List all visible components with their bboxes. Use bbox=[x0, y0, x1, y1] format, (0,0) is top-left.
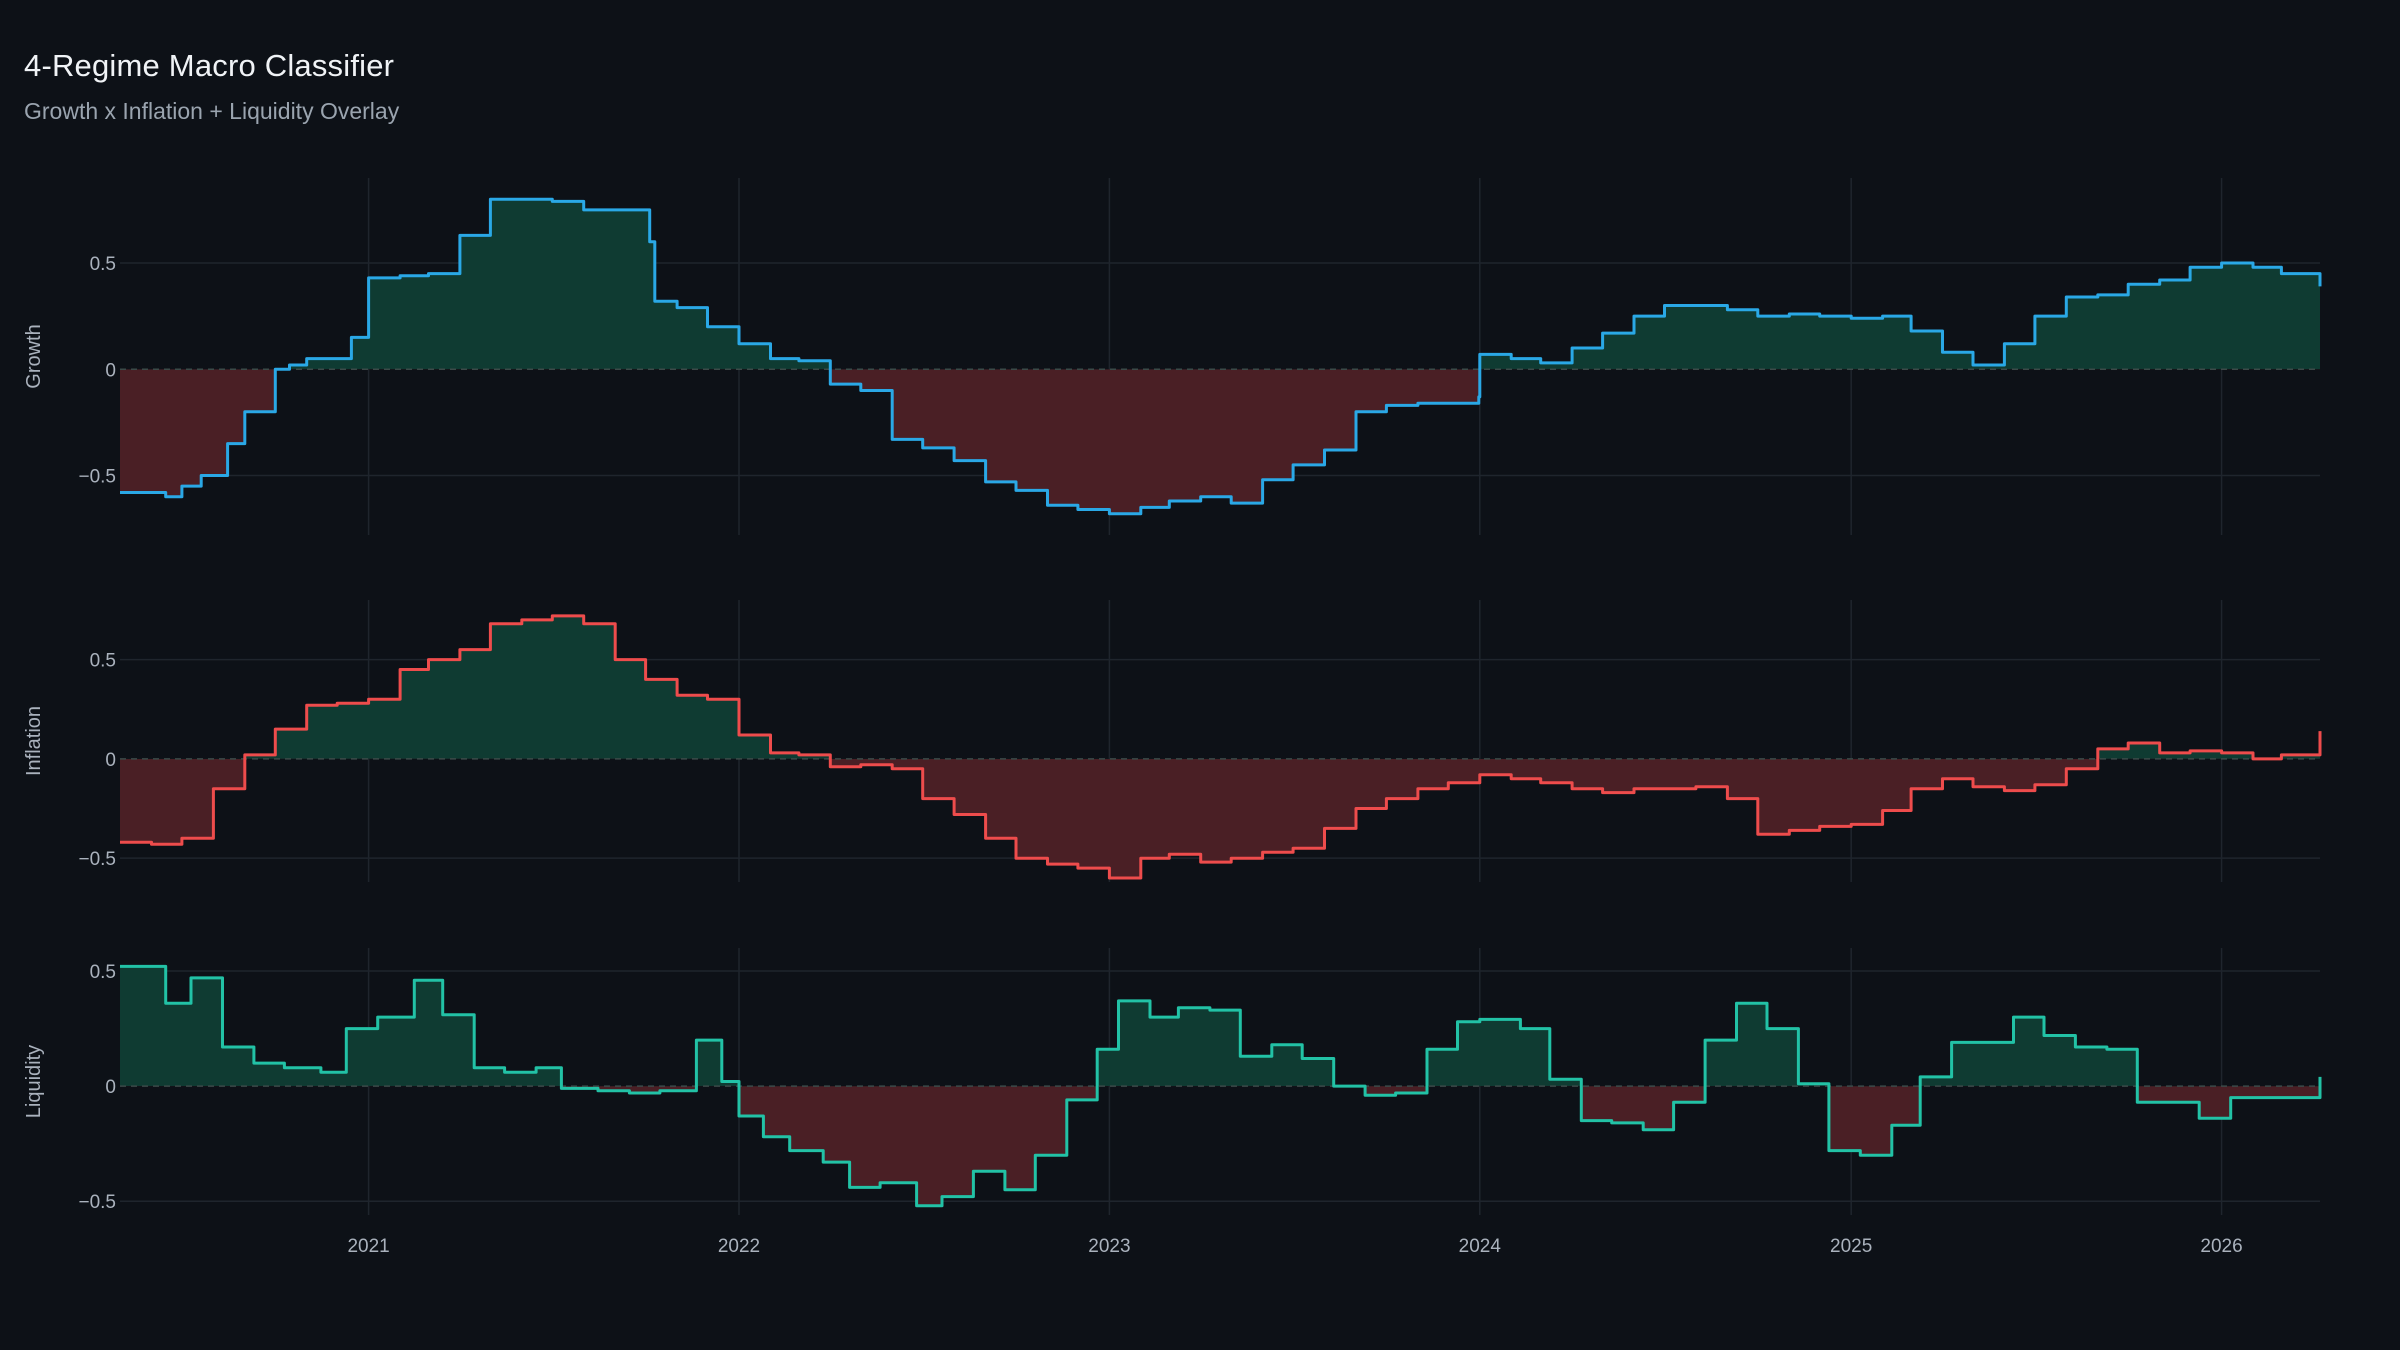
x-tick-label: 2021 bbox=[347, 1236, 389, 1257]
x-tick-label: 2024 bbox=[1459, 1236, 1502, 1257]
liquidity-axis-label: Liquidity bbox=[23, 1045, 45, 1118]
inflation-negative-area bbox=[120, 758, 2320, 878]
inflation-axis-label: Inflation bbox=[23, 706, 45, 776]
liquidity-series-line bbox=[120, 964, 2322, 1208]
x-tick-label: 2025 bbox=[1830, 1236, 1872, 1257]
inflation-ytick-label: 0.5 bbox=[90, 651, 116, 672]
growth-positive-area bbox=[289, 199, 2320, 370]
x-tick-label: 2026 bbox=[2200, 1236, 2242, 1257]
growth-ytick-label: 0 bbox=[105, 360, 116, 381]
inflation-ytick-label: −0.5 bbox=[78, 849, 116, 870]
liquidity-panel: 0.5 0 −0.5 Liquidity bbox=[23, 948, 2322, 1215]
chart-title: 4-Regime Macro Classifier bbox=[24, 48, 395, 83]
x-tick-label: 2022 bbox=[718, 1236, 760, 1257]
inflation-panel: 0.5 0 −0.5 Inflation bbox=[23, 600, 2322, 882]
growth-panel: 0.5 0 −0.5 Growth bbox=[23, 178, 2322, 535]
growth-ytick-label: −0.5 bbox=[78, 467, 116, 488]
inflation-positive-area bbox=[244, 615, 2320, 759]
liquidity-ytick-label: 0.5 bbox=[90, 962, 116, 983]
x-axis: 2021 2022 2023 2024 2025 2026 bbox=[347, 1236, 2242, 1257]
liquidity-negative-area bbox=[561, 1086, 2320, 1206]
growth-series-line bbox=[120, 197, 2322, 516]
liquidity-ytick-label: 0 bbox=[105, 1077, 116, 1098]
chart-subtitle: Growth x Inflation + Liquidity Overlay bbox=[24, 98, 400, 124]
growth-ytick-label: 0.5 bbox=[90, 254, 116, 275]
growth-axis-label: Growth bbox=[23, 324, 45, 388]
inflation-series-line bbox=[120, 614, 2322, 880]
liquidity-positive-area bbox=[120, 966, 2320, 1087]
x-tick-label: 2023 bbox=[1088, 1236, 1130, 1257]
growth-negative-area bbox=[120, 369, 2320, 514]
liquidity-ytick-label: −0.5 bbox=[78, 1192, 116, 1213]
inflation-ytick-label: 0 bbox=[105, 750, 116, 771]
